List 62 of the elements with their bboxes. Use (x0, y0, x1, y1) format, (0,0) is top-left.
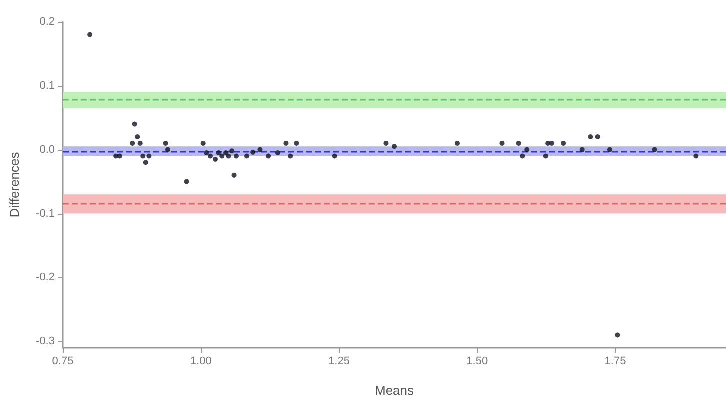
point (588, 134, 594, 140)
point (615, 332, 620, 338)
y-tick-label: 0.2 (40, 16, 55, 28)
point (165, 147, 170, 152)
point (88, 32, 93, 38)
point (258, 147, 263, 152)
point (266, 154, 272, 159)
point (223, 150, 228, 156)
point (232, 172, 237, 178)
x-tick-label: 1.50 (466, 356, 488, 368)
point (216, 150, 222, 156)
point (244, 154, 250, 159)
point (549, 140, 554, 146)
x-axis-title: Means (374, 383, 415, 398)
point (226, 154, 232, 159)
point (208, 154, 214, 159)
y-tick-label: -0.2 (36, 272, 55, 284)
y-tick-label: -0.1 (36, 208, 55, 220)
point (230, 148, 235, 154)
point (143, 160, 148, 166)
point (163, 140, 168, 146)
point (524, 147, 530, 152)
point (500, 140, 505, 146)
point (392, 144, 397, 150)
point (516, 140, 522, 146)
x-tick-label: 1.25 (328, 356, 350, 368)
point (384, 140, 389, 146)
point (140, 154, 146, 159)
point (520, 154, 526, 159)
point (454, 140, 460, 146)
point (212, 156, 218, 162)
point (117, 154, 122, 159)
y-axis-title: Differences (7, 152, 22, 218)
point (200, 140, 206, 146)
point (332, 154, 338, 159)
point (580, 147, 585, 152)
x-tick-label: 1.75 (604, 356, 626, 368)
point (543, 154, 548, 159)
point (132, 122, 138, 127)
point (130, 140, 136, 146)
point (694, 154, 699, 159)
point (607, 147, 612, 152)
y-tick-label: -0.3 (36, 336, 55, 348)
point (652, 147, 658, 152)
point (135, 134, 140, 140)
x-tick-label: 0.75 (52, 356, 74, 368)
point (204, 150, 210, 156)
point (184, 179, 190, 184)
point (234, 154, 239, 159)
point (284, 140, 289, 146)
point (250, 150, 256, 155)
y-tick-label: 0.1 (40, 80, 55, 92)
point (275, 150, 280, 156)
point (561, 140, 566, 146)
point (294, 140, 300, 146)
point (220, 154, 225, 159)
point (146, 154, 152, 159)
point (288, 154, 294, 159)
point (595, 134, 600, 140)
x-tick-label: 1.00 (190, 356, 212, 368)
y-tick-label: 0.0 (40, 144, 55, 156)
point (138, 140, 143, 146)
